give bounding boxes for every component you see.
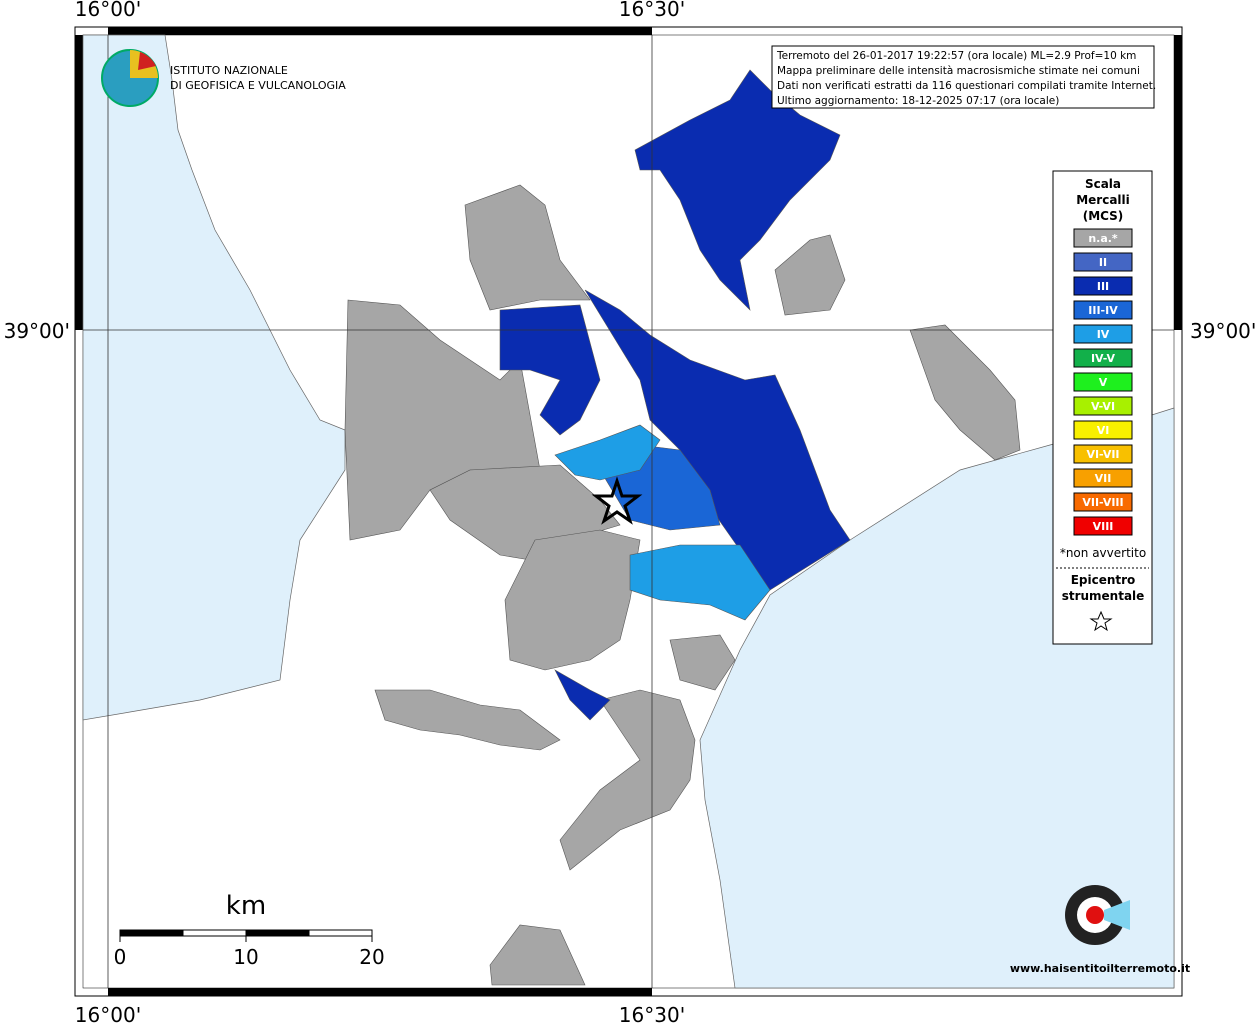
border-seg	[108, 27, 652, 35]
legend-label: III	[1097, 280, 1109, 293]
legend-note: *non avvertito	[1060, 546, 1146, 560]
region	[774, 234, 846, 316]
legend-swatch	[1073, 324, 1133, 344]
regions	[344, 69, 1021, 986]
legend-epicenter: strumentale	[1062, 589, 1145, 603]
info-line: Terremoto del 26-01-2017 19:22:57 (ora l…	[776, 50, 1136, 62]
legend-swatch	[1073, 492, 1133, 512]
scale-label: 0	[114, 945, 127, 969]
legend-label: VII-VIII	[1082, 496, 1123, 509]
legend-label: VIII	[1093, 520, 1114, 533]
legend: ScalaMercalli(MCS)n.a.*IIIIIIII-IVIVIV-V…	[1073, 177, 1133, 536]
legend-swatch	[1073, 444, 1133, 464]
region	[554, 669, 611, 721]
legend-swatch	[1073, 348, 1133, 368]
badge-icon	[1104, 900, 1130, 930]
border-seg	[1174, 35, 1182, 330]
region	[554, 424, 661, 481]
scale-segment	[308, 929, 373, 937]
legend-epicenter: Epicentro	[1071, 573, 1136, 587]
legend-title: (MCS)	[1083, 209, 1124, 223]
epicenter	[591, 476, 643, 525]
legend-label: VI-VII	[1086, 448, 1119, 461]
region	[629, 544, 771, 621]
legend-swatch	[1073, 372, 1133, 392]
info-line: Dati non verificati estratti da 116 ques…	[777, 80, 1156, 92]
scale-segment	[245, 929, 310, 937]
legend-swatch	[1073, 468, 1133, 488]
legend-swatch	[1073, 228, 1133, 248]
axis-label: 16°00'	[75, 1003, 141, 1024]
scale-label: 20	[359, 945, 384, 969]
legend-swatch	[1073, 300, 1133, 320]
scale-label: 10	[233, 945, 258, 969]
sea	[82, 34, 346, 721]
legend-label: V	[1099, 376, 1108, 389]
scale-unit: km	[226, 891, 266, 921]
region	[669, 634, 736, 691]
region	[559, 689, 696, 871]
info: Terremoto del 26-01-2017 19:22:57 (ora l…	[776, 50, 1156, 107]
legend-star	[1089, 610, 1113, 632]
region	[499, 304, 601, 436]
region	[489, 924, 586, 986]
region	[504, 529, 641, 671]
logo-icon	[138, 52, 156, 70]
axis-label: 39°00'	[1190, 319, 1255, 343]
logo-text: ISTITUTO NAZIONALE	[170, 64, 288, 77]
axis-label: 16°30'	[619, 0, 685, 21]
axis-label: 16°30'	[619, 1003, 685, 1024]
legend-label: IV-V	[1091, 352, 1116, 365]
legend-swatch	[1073, 252, 1133, 272]
legend-title: Mercalli	[1076, 193, 1130, 207]
axis-label: 39°00'	[4, 319, 70, 343]
scale-segment	[119, 929, 184, 937]
region	[634, 69, 841, 311]
region	[909, 324, 1021, 461]
legend-label: III-IV	[1088, 304, 1118, 317]
info-box	[771, 45, 1155, 109]
legend-swatch	[1073, 276, 1133, 296]
legend-label: V-VI	[1091, 400, 1115, 413]
border-seg	[75, 35, 83, 330]
badge-text: www.haisentitoilterremoto.it	[1010, 962, 1190, 975]
legend-label: VI	[1097, 424, 1110, 437]
scale-bar: 0 10 20	[114, 929, 385, 969]
region	[464, 184, 591, 311]
info-line: Mappa preliminare delle intensità macros…	[777, 65, 1140, 77]
legend-label: VII	[1095, 472, 1112, 485]
legend-swatch	[1073, 420, 1133, 440]
logo-text: DI GEOFISICA E VULCANOLOGIA	[170, 79, 346, 92]
legend-label: n.a.*	[1088, 232, 1118, 245]
scale-segment	[182, 929, 247, 937]
region	[374, 689, 561, 751]
legend-label: IV	[1097, 328, 1110, 341]
legend-title: Scala	[1085, 177, 1121, 191]
legend-label: II	[1099, 256, 1107, 269]
badge-icon	[1086, 906, 1104, 924]
legend-swatch	[1073, 516, 1133, 536]
axis-label: 16°00'	[75, 0, 141, 21]
border-seg	[108, 988, 652, 996]
legend-swatch	[1073, 396, 1133, 416]
region	[584, 289, 851, 591]
info-line: Ultimo aggiornamento: 18-12-2025 07:17 (…	[777, 95, 1059, 107]
